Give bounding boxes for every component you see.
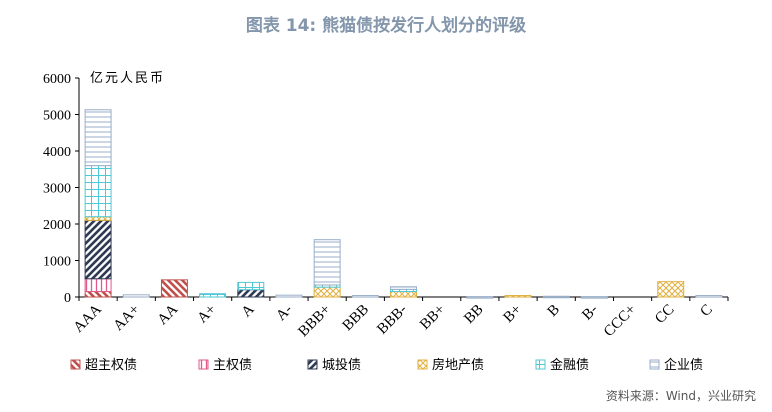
bar-segment (84, 219, 112, 280)
bar-segment (237, 281, 265, 291)
x-tick-label: BBB (340, 302, 373, 335)
legend-swatch (535, 359, 546, 370)
bar-segment (160, 279, 188, 298)
y-tick-label: 0 (64, 291, 71, 306)
bar-segment (313, 239, 341, 286)
legend-label: 金融债 (550, 357, 589, 373)
y-tick-label: 3000 (43, 182, 71, 197)
source-note: 资料来源：Wind，兴业研究 (606, 388, 756, 403)
x-tick-label: A- (273, 302, 296, 325)
x-tick-label: BB+ (417, 302, 448, 333)
x-tick-label: BBB+ (295, 302, 334, 341)
x-tick-label: B (545, 302, 563, 320)
legend-swatch (70, 359, 81, 370)
legend-label: 房地产债 (432, 357, 484, 373)
legend-label: 超主权债 (85, 357, 137, 373)
bar-segment (84, 291, 112, 298)
bar-segment (504, 295, 532, 298)
x-tick-label: CCC+ (601, 302, 640, 341)
x-tick-label: BBB- (374, 302, 410, 338)
x-tick-labels: AAA AA+ AA A+ A A- BBB+ BBB BBB- BB+ BB B+ B B- CCC+ CC… (71, 301, 716, 340)
x-tick-label: B+ (500, 302, 524, 326)
legend-swatch (417, 359, 428, 370)
legend: 超主权债 主权债 城投债 房地产债 金融债 企业债 (70, 357, 703, 373)
x-tick-label: C (697, 302, 715, 320)
unit-label: 亿元人民币 (90, 71, 165, 86)
legend-label: 城投债 (322, 357, 361, 373)
bar-segment (542, 295, 570, 299)
x-tick-label: BB (461, 302, 486, 327)
bar-segment (657, 281, 685, 298)
legend-label: 主权债 (213, 357, 252, 373)
legend-swatch (649, 359, 660, 370)
x-tick-label: B- (579, 302, 601, 324)
x-tick-label: AA+ (110, 302, 143, 335)
x-tick-label: CC (652, 302, 677, 327)
y-tick-label: 6000 (43, 72, 71, 87)
y-tick-label: 2000 (43, 218, 71, 233)
y-tick-label: 1000 (43, 255, 71, 270)
legend-swatch (198, 359, 209, 370)
bar-segment (84, 278, 112, 293)
x-tick-label: AA (155, 301, 182, 328)
bar-segment (695, 295, 723, 298)
x-tick-label: AAA (71, 301, 105, 335)
x-tick-label: A+ (194, 302, 219, 327)
bar-segment (84, 109, 112, 167)
axes: 0 1000 2000 3000 4000 5000 6000 (43, 72, 729, 306)
bar-segment (122, 294, 150, 298)
bar-segment (580, 296, 608, 299)
bar-segment (275, 294, 303, 298)
bar-segment (351, 295, 379, 298)
bar-segment (390, 291, 417, 298)
y-tick-label: 5000 (43, 109, 71, 124)
bar-segment (390, 286, 417, 290)
bars (84, 109, 723, 299)
chart-title: 图表 14: 熊猫债按发行人划分的评级 (246, 15, 526, 36)
legend-swatch (307, 359, 318, 370)
x-tick-label: A (239, 301, 258, 320)
legend-label: 企业债 (664, 357, 703, 373)
bar-segment (313, 286, 341, 298)
bar-segment (466, 296, 494, 299)
y-tick-label: 4000 (43, 145, 71, 160)
bar-segment (84, 216, 112, 221)
bar-segment (84, 165, 112, 218)
bar-segment (237, 289, 265, 298)
bar-segment (199, 293, 227, 298)
